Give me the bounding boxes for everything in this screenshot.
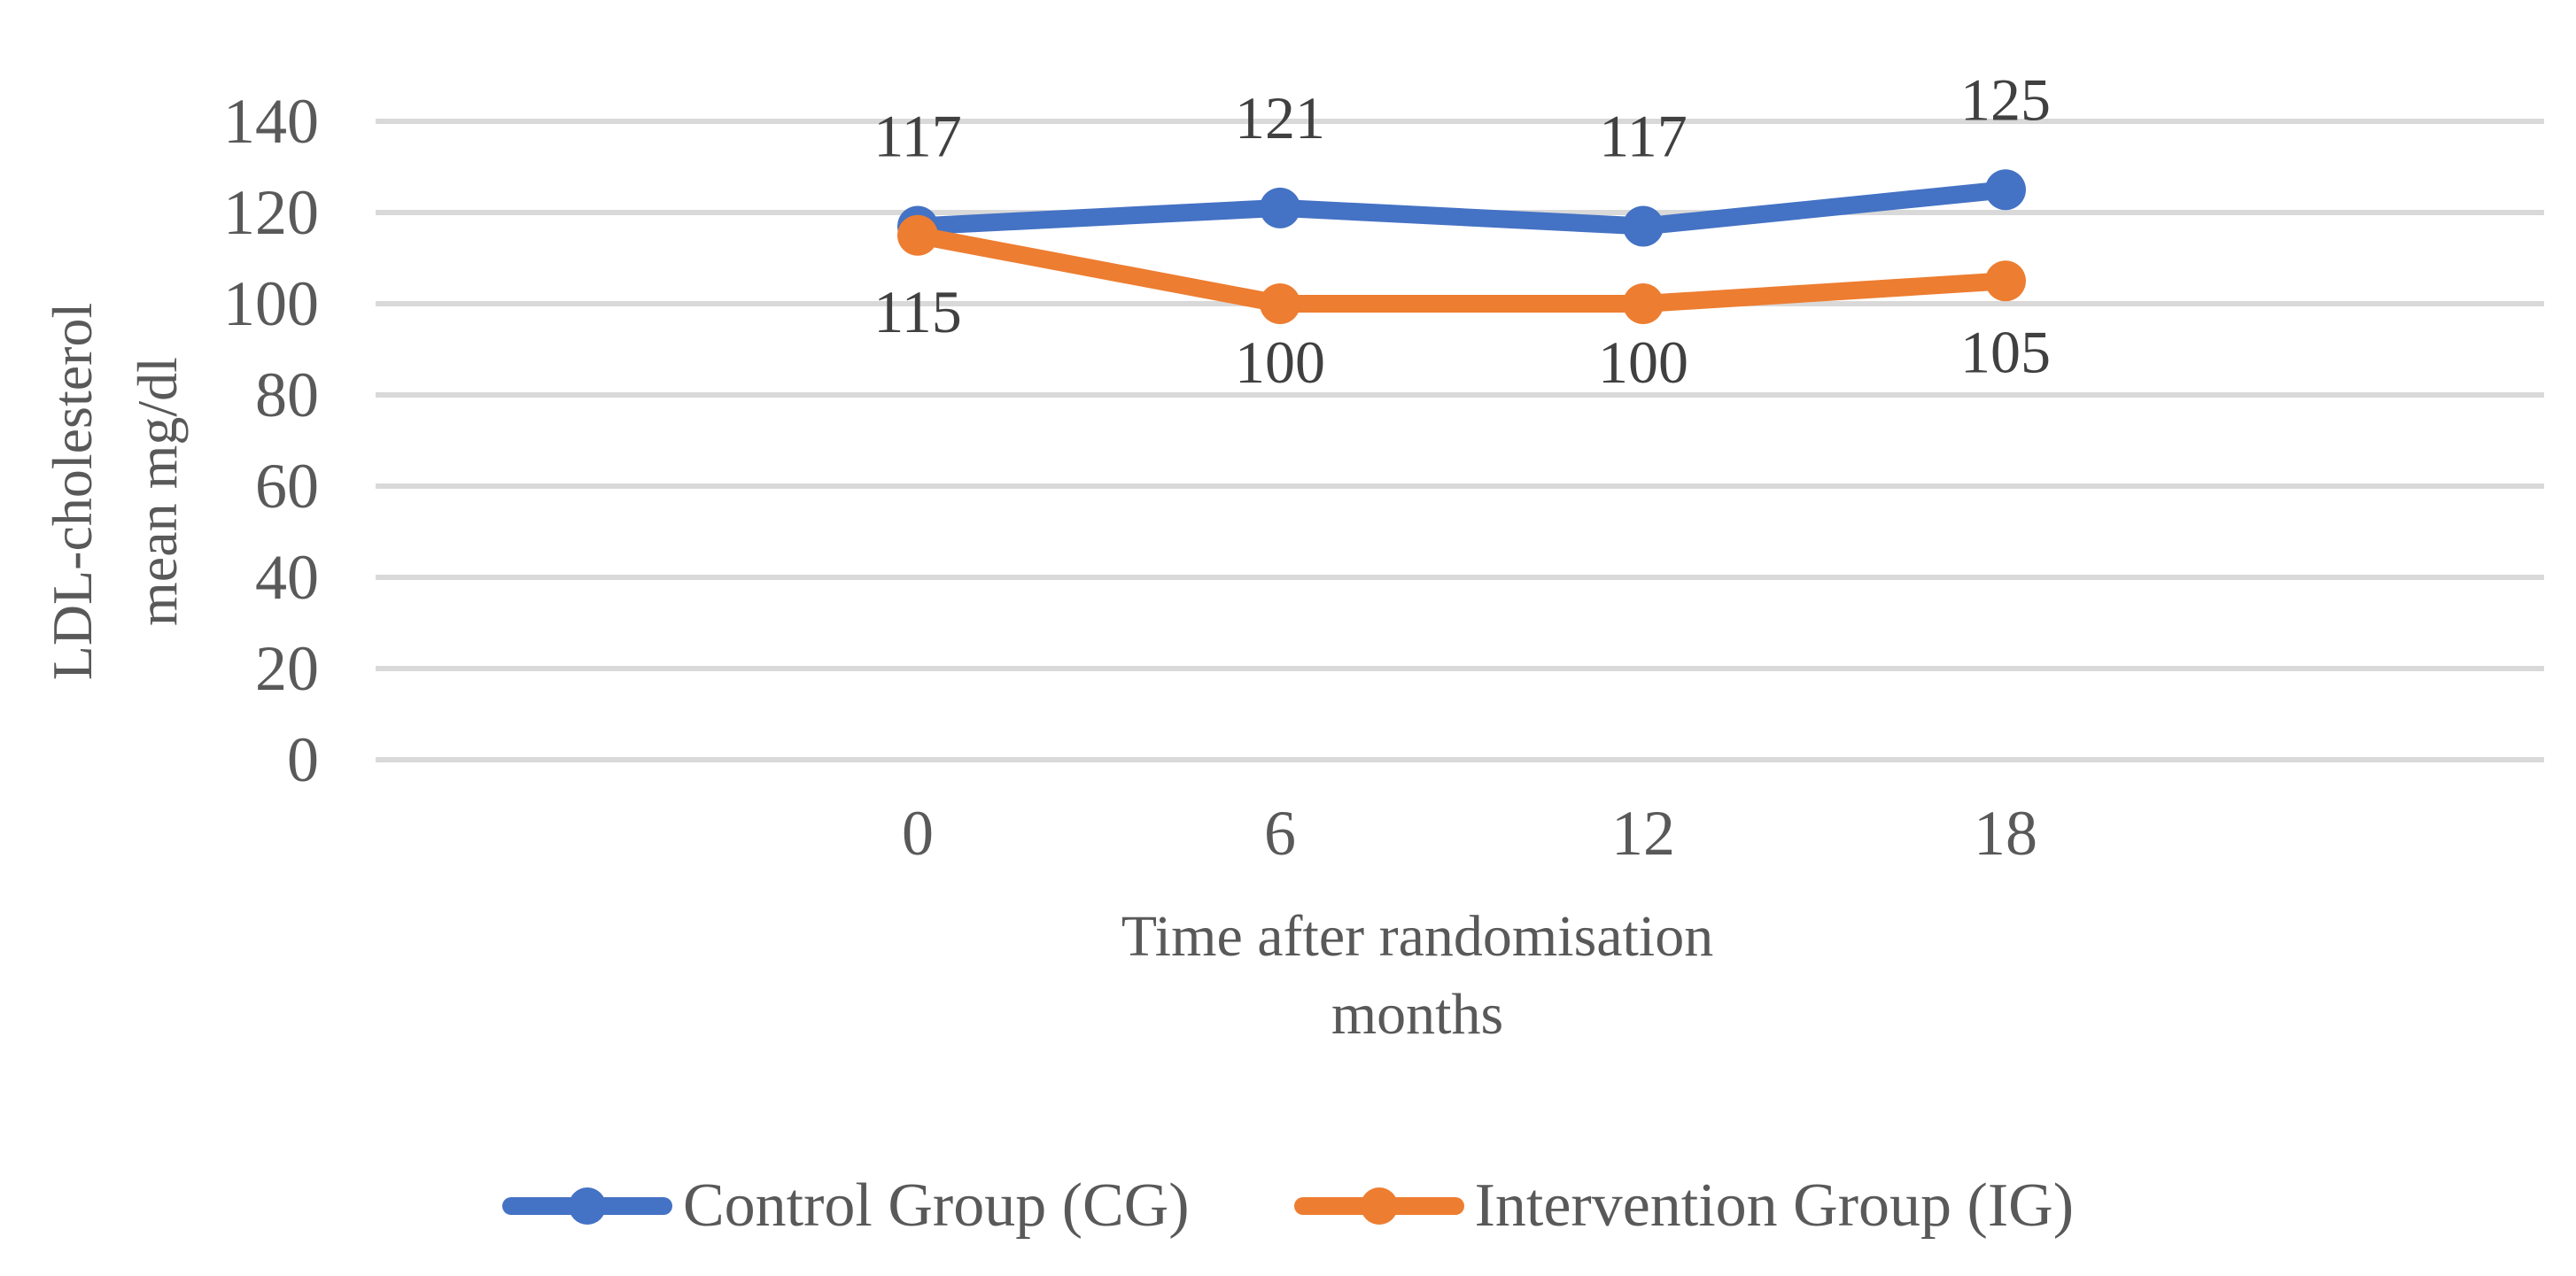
series-marker-control-group-cg [1260, 187, 1300, 228]
data-label-control-group-cg: 125 [1960, 66, 2051, 133]
legend-item-intervention-group: Intervention Group (IG) [1293, 1171, 2075, 1241]
control-group-line-marker-icon [501, 1187, 672, 1225]
y-axis-title-line2: mean mg/dl [126, 357, 189, 626]
legend-item-control-group: Control Group (CG) [501, 1171, 1190, 1241]
x-tick-label: 0 [902, 798, 934, 869]
data-label-intervention-group-ig: 115 [873, 278, 961, 345]
data-label-intervention-group-ig: 105 [1960, 318, 2051, 385]
legend-label-control-group: Control Group (CG) [682, 1172, 1190, 1240]
intervention-group-line-marker-icon [1293, 1187, 1464, 1225]
series-marker-control-group-cg [1623, 205, 1664, 247]
series-marker-intervention-group-ig [897, 214, 938, 256]
legend: Control Group (CG) Intervention Group (I… [0, 1171, 2576, 1241]
data-label-control-group-cg: 121 [1235, 84, 1325, 151]
data-label-intervention-group-ig: 100 [1235, 329, 1325, 396]
y-tick-label: 140 [223, 86, 319, 157]
x-tick-label: 6 [1264, 798, 1296, 869]
y-tick-label: 0 [287, 724, 319, 795]
series-marker-control-group-cg [1985, 169, 2026, 211]
y-tick-label: 80 [255, 360, 319, 430]
y-tick-label: 120 [223, 177, 319, 248]
x-tick-label: 12 [1611, 798, 1675, 869]
x-axis-title-line1: Time after randomisation [1121, 904, 1714, 969]
series-marker-intervention-group-ig [1260, 283, 1300, 324]
x-axis-title-line2: months [1331, 982, 1504, 1047]
data-label-control-group-cg: 117 [1599, 102, 1687, 169]
x-tick-label: 18 [1974, 798, 2037, 869]
y-tick-label: 100 [223, 268, 319, 339]
y-tick-label: 60 [255, 451, 319, 522]
series-line-control-group-cg [909, 181, 2014, 236]
legend-label-intervention-group: Intervention Group (IG) [1474, 1172, 2075, 1240]
y-tick-label: 20 [255, 633, 319, 704]
y-axis-title-line1: LDL-cholesterol [41, 302, 104, 681]
y-axis-title: LDL-cholesterol mean mg/dl [30, 303, 200, 681]
series-marker-intervention-group-ig [1985, 260, 2026, 302]
series-line-intervention-group-ig [909, 226, 2014, 313]
data-label-intervention-group-ig: 100 [1598, 329, 1688, 396]
data-label-control-group-cg: 117 [873, 102, 961, 169]
y-tick-label: 40 [255, 542, 319, 613]
x-axis-title: Time after randomisation months [1121, 898, 1713, 1054]
series-marker-intervention-group-ig [1623, 283, 1664, 324]
